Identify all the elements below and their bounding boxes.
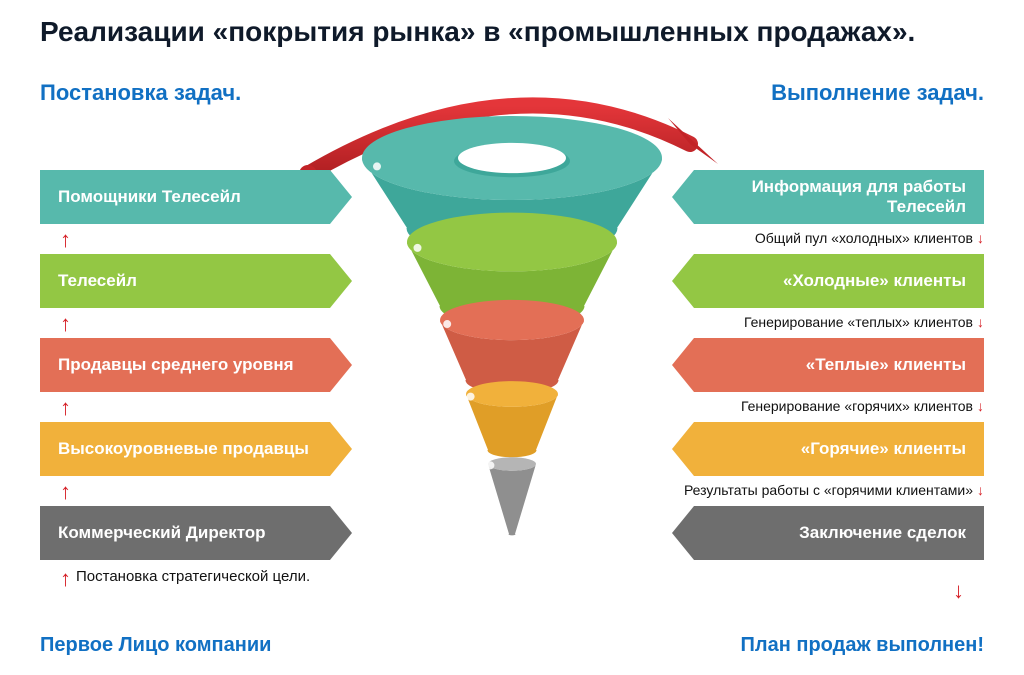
left-label-0: Помощники Телесейл xyxy=(58,187,241,207)
down-arrow-icon: ↓ xyxy=(973,230,984,246)
down-arrow-icon: ↓ xyxy=(973,398,984,414)
diagram-root: Реализации «покрытия рынка» в «промышлен… xyxy=(0,0,1024,675)
right-label-3: «Горячие» клиенты xyxy=(801,439,966,459)
right-note-1: Генерирование «теплых» клиентов↓ xyxy=(744,314,984,330)
left-label-3: Высокоуровневые продавцы xyxy=(58,439,309,459)
left-bar-4: Коммерческий Директор xyxy=(40,506,330,560)
bottom-left-text: Первое Лицо компании xyxy=(40,634,271,657)
left-label-1: Телесейл xyxy=(58,271,137,291)
up-arrow-icon: ↑ xyxy=(60,566,71,592)
left-bar-1: Телесейл xyxy=(40,254,330,308)
right-bar-1: «Холодные» клиенты xyxy=(694,254,984,308)
left-bar-0: Помощники Телесейл xyxy=(40,170,330,224)
right-bar-2: «Теплые» клиенты xyxy=(694,338,984,392)
up-arrow-icon: ↑ xyxy=(60,311,71,337)
right-bar-4: Заключение сделок xyxy=(694,506,984,560)
right-label-1: «Холодные» клиенты xyxy=(783,271,966,291)
left-bar-2: Продавцы среднего уровня xyxy=(40,338,330,392)
right-note-2: Генерирование «горячих» клиентов↓ xyxy=(741,398,984,414)
right-note-3: Результаты работы с «горячими клиентами»… xyxy=(684,482,984,498)
left-label-4: Коммерческий Директор xyxy=(58,523,266,543)
up-arrow-icon: ↑ xyxy=(60,395,71,421)
left-bottom-note: Постановка стратегической цели. xyxy=(76,568,310,585)
left-label-2: Продавцы среднего уровня xyxy=(58,355,294,375)
subtitle-right: Выполнение задач. xyxy=(771,80,984,106)
right-label-0: Информация для работы Телесейл xyxy=(706,177,966,216)
down-arrow-icon: ↓ xyxy=(973,482,984,498)
funnel xyxy=(350,128,674,568)
down-arrow-icon: ↓ xyxy=(953,578,964,604)
right-note-0: Общий пул «холодных» клиентов↓ xyxy=(755,230,984,246)
down-arrow-icon: ↓ xyxy=(973,314,984,330)
page-title: Реализации «покрытия рынка» в «промышлен… xyxy=(40,16,984,48)
bottom-right-text: План продаж выполнен! xyxy=(741,634,984,657)
right-bar-3: «Горячие» клиенты xyxy=(694,422,984,476)
up-arrow-icon: ↑ xyxy=(60,227,71,253)
up-arrow-icon: ↑ xyxy=(60,479,71,505)
right-label-4: Заключение сделок xyxy=(799,523,966,543)
right-bar-0: Информация для работы Телесейл xyxy=(694,170,984,224)
right-label-2: «Теплые» клиенты xyxy=(806,355,966,375)
subtitle-left: Постановка задач. xyxy=(40,80,241,106)
left-bar-3: Высокоуровневые продавцы xyxy=(40,422,330,476)
